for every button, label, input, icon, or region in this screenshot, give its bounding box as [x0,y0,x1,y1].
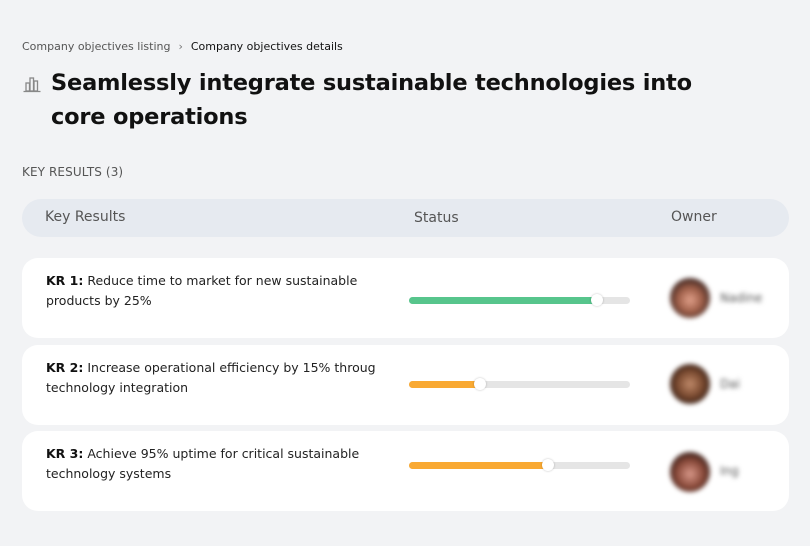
key-result-description: Reduce time to market for new sustainabl… [46,273,358,308]
progress-bar [409,459,630,471]
avatar [670,452,710,492]
breadcrumb-link-listing[interactable]: Company objectives listing [22,40,171,53]
key-result-description: Achieve 95% uptime for critical sustaina… [46,446,360,481]
key-result-id: KR 3: [46,446,84,461]
breadcrumb-current: Company objectives details [190,40,343,53]
avatar [670,364,710,404]
progress-fill [409,297,597,304]
column-header-key-results: Key Results [45,209,126,225]
key-result-text: KR 3: Achieve 95% uptime for critical su… [46,444,386,484]
progress-thumb [590,294,603,306]
progress-fill [409,462,549,469]
buildings-icon [22,74,42,94]
column-header-status: Status [414,210,459,226]
key-result-text: KR 1: Reduce time to market for new sust… [46,271,386,311]
chevron-right-icon: › [178,40,183,53]
progress-bar [409,294,630,306]
avatar [670,278,710,318]
key-result-id: KR 2: [46,360,84,375]
page-header: Seamlessly integrate sustainable technol… [22,66,742,134]
progress-thumb [473,378,486,390]
key-result-id: KR 1: [46,273,84,288]
table-row[interactable]: KR 1: Reduce time to market for new sust… [22,258,789,338]
key-result-text: KR 2: Increase operational efficiency by… [46,358,386,398]
progress-bar [409,378,630,390]
owner-name: Dai [720,377,740,391]
table-header: Key Results Status Owner [22,199,789,237]
key-results-count-label: KEY RESULTS (3) [22,165,124,179]
progress-thumb [542,459,555,471]
breadcrumb: Company objectives listing › Company obj… [22,40,343,53]
owner-name: Ing [720,464,739,478]
progress-fill [409,381,480,388]
column-header-owner: Owner [671,209,717,225]
table-row[interactable]: KR 2: Increase operational efficiency by… [22,345,789,425]
page-title: Seamlessly integrate sustainable technol… [51,70,692,130]
table-row[interactable]: KR 3: Achieve 95% uptime for critical su… [22,431,789,511]
key-result-description: Increase operational efficiency by 15% t… [46,360,376,395]
owner-name: Nadine [720,291,763,305]
